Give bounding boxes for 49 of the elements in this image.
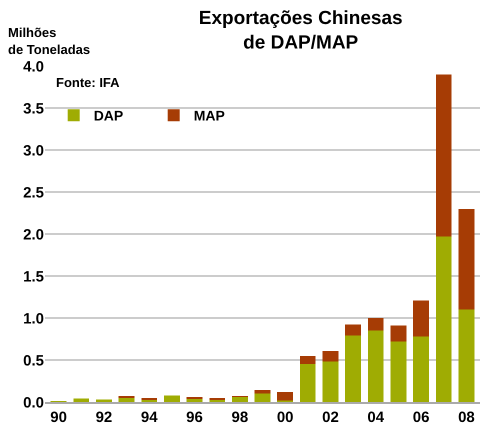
chart-title: Exportações Chinesas de DAP/MAP — [198, 8, 403, 54]
bar — [413, 336, 430, 402]
legend-label: MAP — [194, 108, 225, 124]
bar — [322, 350, 338, 362]
x-tick-label: 94 — [140, 409, 158, 426]
bar — [390, 326, 406, 342]
y-tick-label: 2.0 — [23, 226, 44, 244]
x-tick-label: 90 — [50, 409, 67, 426]
bar — [345, 336, 362, 402]
bar — [390, 342, 406, 402]
bar — [458, 310, 474, 402]
x-tick-label: 08 — [458, 409, 475, 426]
bar — [118, 398, 134, 402]
x-tick-label: 98 — [231, 409, 248, 426]
bar — [232, 396, 248, 402]
y-tick-label: 2.5 — [23, 184, 44, 202]
bar — [254, 390, 270, 394]
y-tick-label: 1.0 — [23, 310, 44, 328]
bar — [458, 208, 474, 310]
y-tick-label: 1.5 — [23, 268, 44, 286]
y-tick-label: 3.5 — [23, 100, 44, 118]
bar — [436, 74, 452, 237]
x-tick-label: 92 — [96, 409, 112, 426]
y-tick-label: 0.0 — [23, 394, 44, 412]
y-tick-label: 3.0 — [23, 142, 44, 160]
y-tick-label: 4.0 — [23, 58, 44, 76]
x-tick-label: 04 — [367, 409, 385, 426]
y-axis-title: Milhões de Toneladas — [8, 25, 90, 57]
bar — [413, 300, 430, 336]
x-tick-label: 96 — [186, 409, 203, 426]
bar — [300, 356, 316, 364]
bar — [186, 398, 202, 402]
bar — [96, 399, 112, 402]
legend-label: DAP — [94, 108, 124, 124]
bar — [322, 362, 338, 402]
bar — [436, 236, 452, 402]
bar — [254, 394, 270, 402]
x-tick-label: 02 — [322, 409, 339, 426]
annotation: Fonte: IFA — [56, 75, 120, 90]
bar — [300, 364, 316, 402]
x-tick-label: 06 — [412, 409, 430, 426]
y-tick-label: 0.5 — [23, 352, 44, 370]
x-tick-label: 00 — [276, 409, 294, 426]
bar — [277, 392, 294, 400]
bar — [73, 398, 90, 402]
bar — [368, 330, 384, 402]
bar — [164, 395, 180, 402]
bar — [368, 318, 384, 331]
bar — [345, 324, 362, 336]
